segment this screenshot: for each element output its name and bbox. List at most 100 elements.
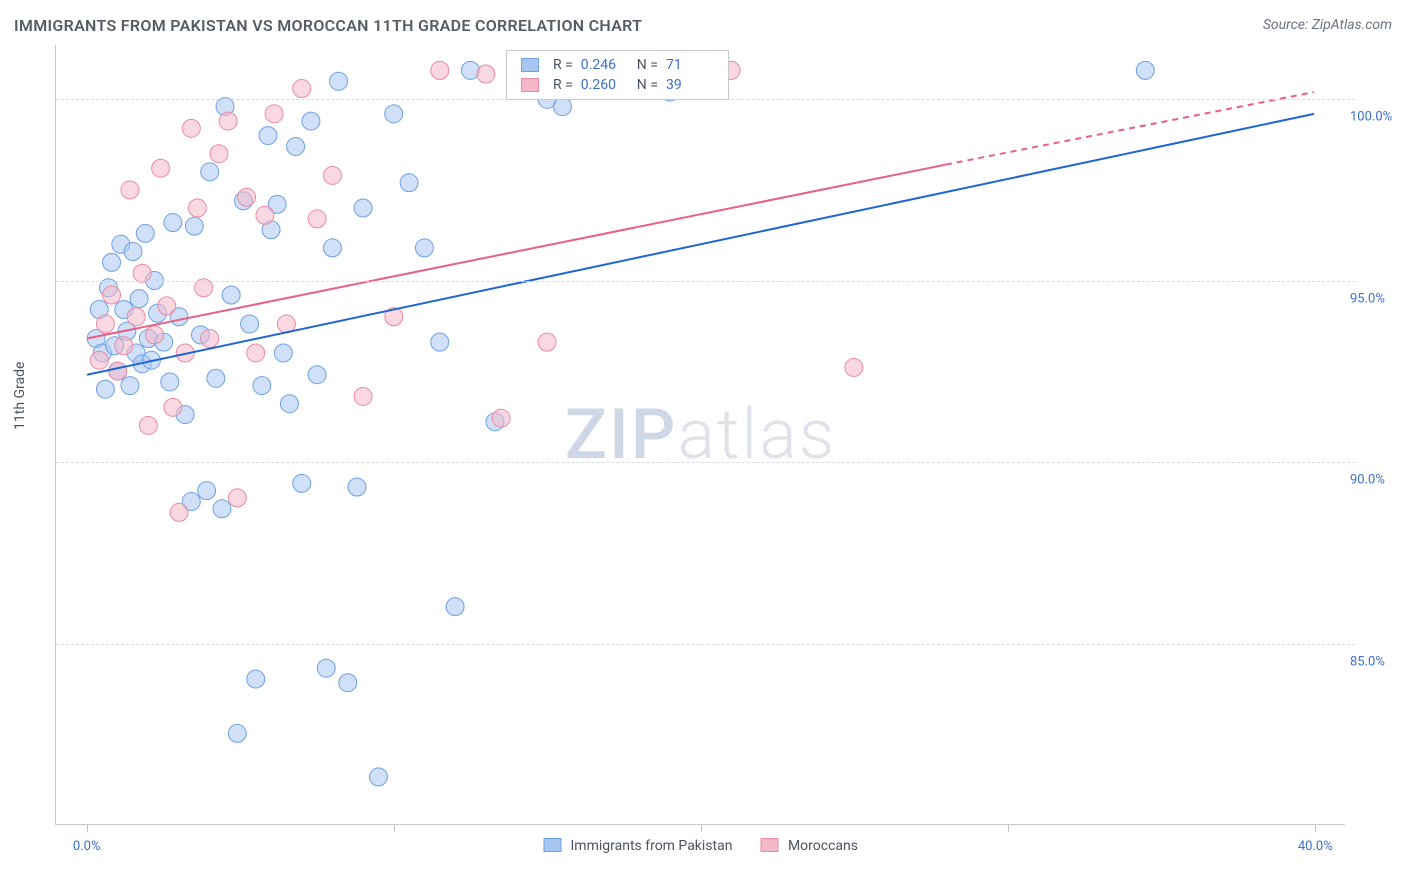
y-tick-label: 90.0% <box>1350 473 1405 488</box>
legend-label: Moroccans <box>788 838 858 854</box>
chart-header: IMMIGRANTS FROM PAKISTAN VS MOROCCAN 11T… <box>0 0 1406 40</box>
data-point <box>1136 61 1154 79</box>
data-point <box>90 301 108 319</box>
data-point <box>121 181 139 199</box>
data-point <box>115 301 133 319</box>
trend-line-extrapolated <box>946 92 1314 164</box>
data-point <box>238 188 256 206</box>
data-point <box>201 163 219 181</box>
data-point <box>207 369 225 387</box>
data-point <box>323 166 341 184</box>
data-point <box>152 159 170 177</box>
data-point <box>247 344 265 362</box>
data-point <box>188 199 206 217</box>
data-point <box>256 206 274 224</box>
data-point <box>446 598 464 616</box>
x-tick <box>1315 824 1316 832</box>
y-axis-title: 11th Grade <box>12 362 28 430</box>
trend-line <box>87 165 946 339</box>
chart-title: IMMIGRANTS FROM PAKISTAN VS MOROCCAN 11T… <box>14 16 642 35</box>
data-point <box>293 79 311 97</box>
data-point <box>176 406 194 424</box>
data-point <box>538 333 556 351</box>
data-point <box>121 377 139 395</box>
data-point <box>339 674 357 692</box>
data-point <box>228 724 246 742</box>
stat-label: R = <box>553 57 573 73</box>
chart-svg <box>56 45 1345 824</box>
legend-swatch-icon <box>521 58 539 72</box>
data-point <box>109 362 127 380</box>
data-point <box>274 344 292 362</box>
data-point <box>103 253 121 271</box>
data-point <box>164 214 182 232</box>
data-point <box>109 362 127 380</box>
gridline <box>56 462 1355 463</box>
data-point <box>145 326 163 344</box>
legend-label: Immigrants from Pakistan <box>571 838 733 854</box>
stat-value-r: 0.246 <box>581 57 629 73</box>
stat-label: R = <box>553 77 573 93</box>
data-point <box>127 344 145 362</box>
data-point <box>241 315 259 333</box>
data-point <box>136 224 154 242</box>
legend-swatch-icon <box>760 838 778 852</box>
data-point <box>170 503 188 521</box>
data-point <box>182 493 200 511</box>
data-point <box>323 239 341 257</box>
legend-item: Moroccans <box>760 838 858 854</box>
data-point <box>118 322 136 340</box>
data-point <box>142 351 160 369</box>
data-point <box>354 387 372 405</box>
legend-item: Immigrants from Pakistan <box>543 838 732 854</box>
stat-value-n: 39 <box>666 77 714 93</box>
data-point <box>149 304 167 322</box>
y-tick-label: 95.0% <box>1350 291 1405 306</box>
stat-value-r: 0.260 <box>581 77 629 93</box>
gridline <box>56 281 1355 282</box>
data-point <box>170 308 188 326</box>
data-point <box>222 286 240 304</box>
y-tick-label: 100.0% <box>1350 110 1405 125</box>
data-point <box>198 482 216 500</box>
plot-area: ZIPatlas R = 0.246 N = 71 R = 0.260 N = … <box>55 45 1345 825</box>
data-point <box>139 329 157 347</box>
data-point <box>308 366 326 384</box>
data-point <box>492 409 510 427</box>
data-point <box>127 308 145 326</box>
data-point <box>182 119 200 137</box>
data-point <box>112 235 130 253</box>
data-point <box>124 243 142 261</box>
stats-legend: R = 0.246 N = 71 R = 0.260 N = 39 <box>506 50 729 100</box>
series-legend: Immigrants from Pakistan Moroccans <box>543 838 858 854</box>
data-point <box>228 489 246 507</box>
data-point <box>201 329 219 347</box>
data-point <box>161 373 179 391</box>
data-point <box>486 413 504 431</box>
data-point <box>400 174 418 192</box>
data-point <box>431 333 449 351</box>
data-point <box>415 239 433 257</box>
x-tick <box>1008 824 1009 832</box>
data-point <box>158 297 176 315</box>
data-point <box>385 308 403 326</box>
data-point <box>268 195 286 213</box>
data-point <box>106 337 124 355</box>
stat-label: N = <box>637 77 658 93</box>
legend-swatch-icon <box>543 838 561 852</box>
source-attribution: Source: ZipAtlas.com <box>1263 17 1392 33</box>
data-point <box>302 112 320 130</box>
data-point <box>90 351 108 369</box>
data-point <box>234 192 252 210</box>
data-point <box>262 221 280 239</box>
trend-line <box>87 114 1314 375</box>
data-point <box>176 344 194 362</box>
data-point <box>354 199 372 217</box>
data-point <box>253 377 271 395</box>
legend-swatch-icon <box>521 78 539 92</box>
data-point <box>219 112 237 130</box>
data-point <box>130 290 148 308</box>
stats-legend-row: R = 0.246 N = 71 <box>521 55 714 75</box>
x-tick-label: 40.0% <box>1298 839 1333 854</box>
data-point <box>139 416 157 434</box>
